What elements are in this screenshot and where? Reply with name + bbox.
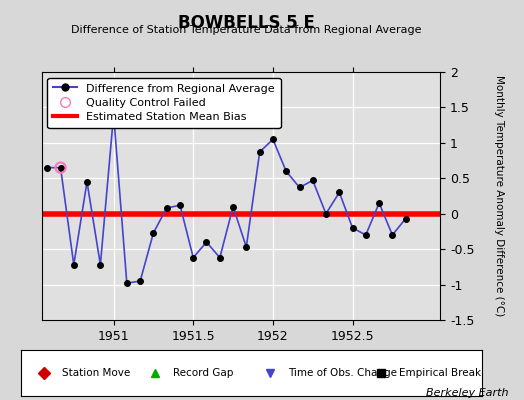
- Text: BOWBELLS 5 E: BOWBELLS 5 E: [178, 14, 315, 32]
- Text: Record Gap: Record Gap: [173, 368, 234, 378]
- Y-axis label: Monthly Temperature Anomaly Difference (°C): Monthly Temperature Anomaly Difference (…: [494, 75, 504, 317]
- Text: Time of Obs. Change: Time of Obs. Change: [288, 368, 397, 378]
- Text: Empirical Break: Empirical Break: [399, 368, 481, 378]
- Point: [57, 164, 65, 171]
- Text: Station Move: Station Move: [62, 368, 130, 378]
- Text: Berkeley Earth: Berkeley Earth: [426, 388, 508, 398]
- Text: Difference of Station Temperature Data from Regional Average: Difference of Station Temperature Data f…: [71, 25, 421, 35]
- Legend: Difference from Regional Average, Quality Control Failed, Estimated Station Mean: Difference from Regional Average, Qualit…: [48, 78, 280, 128]
